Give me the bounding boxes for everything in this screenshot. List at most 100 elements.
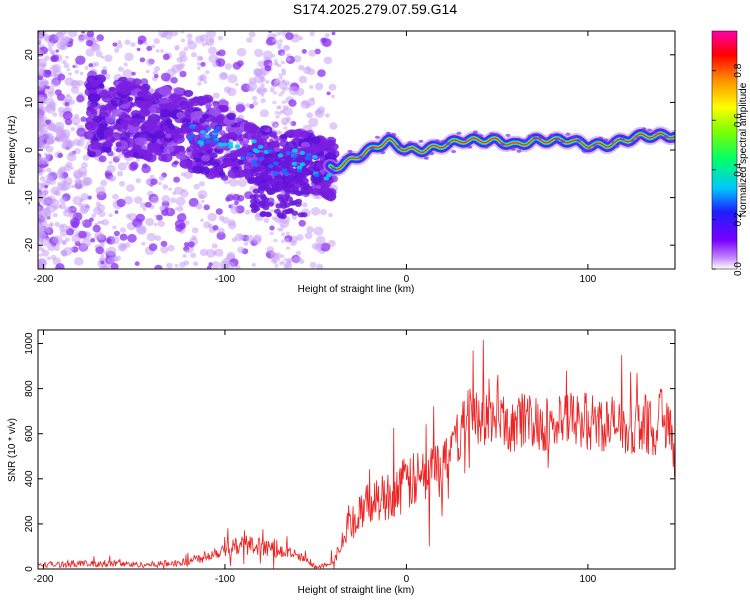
noise-blob bbox=[81, 238, 92, 248]
noise-blob bbox=[97, 221, 101, 224]
signal-blob bbox=[260, 172, 268, 178]
noise-blob bbox=[259, 109, 269, 118]
noise-blob bbox=[180, 189, 189, 198]
signal-blob bbox=[277, 153, 284, 158]
signal-blob bbox=[295, 198, 303, 204]
signal-blob bbox=[110, 132, 122, 141]
noise-blob bbox=[82, 154, 90, 161]
noise-blob bbox=[73, 138, 82, 146]
noise-blob bbox=[307, 68, 316, 76]
signal-blob bbox=[116, 124, 128, 133]
signal-blob bbox=[282, 145, 291, 152]
noise-blob bbox=[260, 83, 265, 88]
signal-blob bbox=[310, 173, 324, 184]
noise-blob bbox=[196, 62, 201, 66]
noise-blob bbox=[310, 97, 315, 101]
noise-blob bbox=[76, 127, 87, 137]
noise-blob bbox=[226, 262, 236, 269]
noise-blob bbox=[106, 238, 112, 244]
signal-blob bbox=[165, 133, 172, 139]
noise-blob bbox=[235, 265, 241, 269]
noise-blob bbox=[38, 257, 48, 267]
signal-blob bbox=[267, 148, 274, 153]
noise-blob bbox=[320, 209, 327, 216]
ridge-speck bbox=[434, 139, 440, 143]
noise-blob bbox=[193, 183, 200, 190]
snr-frame bbox=[37, 329, 676, 570]
noise-blob bbox=[101, 219, 110, 226]
signal-blob bbox=[110, 97, 124, 107]
ridge-speck bbox=[472, 130, 478, 134]
noise-blob bbox=[274, 110, 279, 115]
noise-blob bbox=[100, 260, 105, 265]
noise-blob bbox=[298, 219, 306, 227]
signal-blob bbox=[267, 201, 274, 207]
noise-blob bbox=[315, 235, 326, 245]
signal-blob bbox=[183, 89, 194, 98]
ridge-speck bbox=[636, 136, 642, 140]
noise-blob bbox=[281, 79, 286, 83]
noise-blob bbox=[38, 244, 43, 252]
noise-blob bbox=[235, 104, 246, 113]
noise-blob bbox=[238, 234, 245, 241]
noise-blob bbox=[268, 62, 273, 67]
noise-blob bbox=[228, 178, 239, 187]
noise-blob bbox=[212, 61, 219, 68]
signal-blob bbox=[280, 133, 288, 140]
noise-blob bbox=[217, 35, 223, 41]
noise-blob bbox=[101, 69, 108, 75]
signal-blob bbox=[105, 103, 112, 109]
noise-blob bbox=[199, 34, 209, 42]
x-tick-label: -100 bbox=[215, 574, 235, 585]
x-tick-label: -100 bbox=[215, 274, 235, 285]
noise-blob bbox=[206, 265, 212, 269]
noise-blob bbox=[108, 160, 113, 165]
noise-blob bbox=[74, 257, 84, 266]
colorbar-tick-label: 0.0 bbox=[733, 262, 744, 276]
signal-blob bbox=[146, 137, 153, 142]
noise-blob bbox=[125, 161, 130, 165]
noise-blob bbox=[38, 211, 48, 220]
signal-blob bbox=[222, 162, 230, 168]
noise-blob bbox=[216, 231, 226, 240]
noise-blob bbox=[114, 210, 119, 214]
noise-blob bbox=[170, 77, 178, 84]
noise-blob bbox=[91, 213, 97, 218]
signal-blob bbox=[215, 125, 222, 130]
noise-blob bbox=[226, 251, 236, 260]
signal-blob bbox=[303, 169, 310, 175]
noise-blob bbox=[116, 154, 122, 160]
noise-blob bbox=[117, 242, 128, 252]
noise-blob bbox=[39, 135, 45, 140]
noise-blob bbox=[150, 196, 160, 204]
ridge-speck bbox=[516, 149, 522, 153]
noise-blob bbox=[309, 85, 314, 89]
signal-blob bbox=[237, 136, 244, 142]
y-tick-label: -20 bbox=[24, 238, 35, 253]
noise-blob bbox=[42, 122, 47, 127]
colorbar-tick-label: 0.6 bbox=[733, 113, 744, 127]
signal-blob bbox=[195, 98, 203, 104]
noise-blob bbox=[65, 161, 73, 168]
noise-blob bbox=[112, 42, 118, 47]
noise-blob bbox=[212, 251, 217, 255]
noise-blob bbox=[134, 261, 140, 266]
signal-blob bbox=[251, 139, 257, 144]
noise-blob bbox=[100, 179, 108, 187]
ridge-speck bbox=[505, 133, 511, 137]
x-tick-label: 0 bbox=[404, 574, 410, 585]
signal-blob bbox=[199, 136, 206, 141]
y-tick-label: 600 bbox=[24, 425, 35, 442]
noise-blob bbox=[201, 42, 207, 47]
y-tick-label: 0 bbox=[24, 147, 35, 153]
noise-blob bbox=[64, 36, 71, 43]
ridge-speck bbox=[451, 149, 457, 154]
noise-blob bbox=[109, 235, 120, 245]
ridge-speck bbox=[560, 139, 565, 144]
ridge-speck bbox=[527, 134, 533, 138]
noise-blob bbox=[286, 53, 291, 57]
signal-blob bbox=[250, 202, 258, 208]
noise-blob bbox=[56, 125, 62, 131]
noise-blob bbox=[148, 243, 158, 252]
noise-blob bbox=[278, 131, 283, 135]
